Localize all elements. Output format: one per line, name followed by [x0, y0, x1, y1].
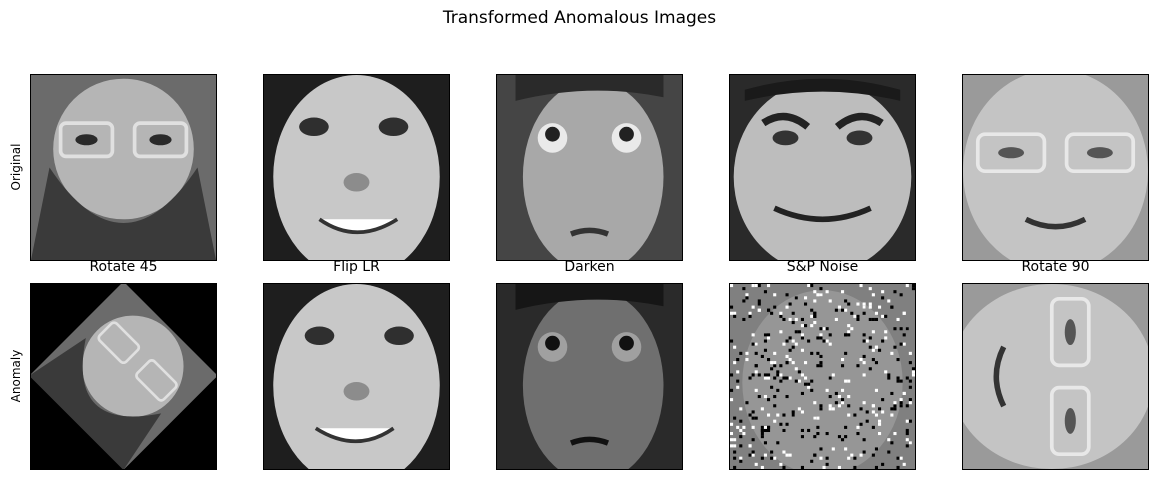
original-image-4	[729, 74, 916, 261]
row-label-anomaly: Anomaly	[9, 349, 23, 403]
title-rotate-90: Rotate 90	[1021, 259, 1090, 275]
original-image-2	[263, 74, 450, 261]
anomaly-image-3	[496, 283, 683, 470]
title-rotate-45: Rotate 45	[89, 259, 158, 275]
title-sp-noise: S&P Noise	[786, 259, 859, 275]
title-flip-lr: Flip LR	[333, 259, 380, 275]
title-darken: Darken	[564, 259, 615, 275]
anomaly-image-4	[729, 283, 916, 470]
anomaly-image-2	[263, 283, 450, 470]
figure-title: Transformed Anomalous Images	[442, 8, 717, 28]
original-image-5	[962, 74, 1149, 261]
original-image-3	[496, 74, 683, 261]
original-image-1	[30, 74, 217, 261]
anomaly-image-1	[30, 283, 217, 470]
anomaly-image-5	[962, 283, 1149, 470]
row-label-original: Original	[9, 143, 23, 191]
